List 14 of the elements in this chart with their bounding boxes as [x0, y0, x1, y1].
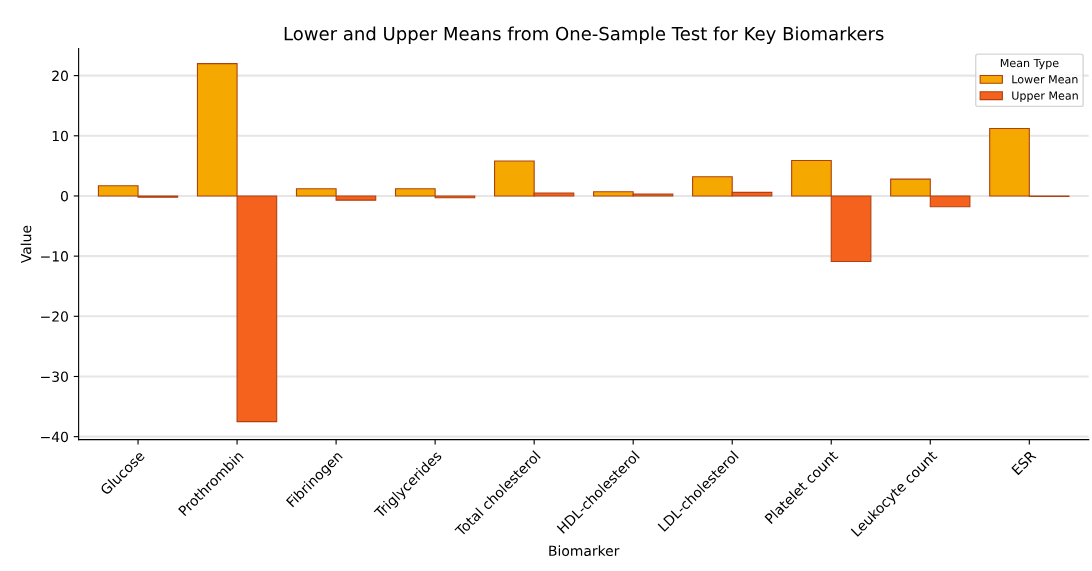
y-tick-label: −30	[41, 371, 68, 382]
x-tick-label: ESR	[1011, 449, 1037, 476]
y-tick-label: 20	[52, 70, 68, 82]
legend-title: Mean Type	[1000, 58, 1059, 70]
legend-label: Upper Mean	[1012, 91, 1078, 102]
y-tick-label: −20	[41, 311, 68, 322]
y-tick-label: −40	[41, 431, 68, 443]
legend-label: Lower Mean	[1012, 75, 1078, 84]
x-axis-title: Biomarker	[549, 545, 620, 557]
chart-title: Lower and Upper Means from One-Sample Test for Key Biomarkers	[284, 26, 884, 44]
y-tick-label: 10	[52, 130, 68, 142]
y-tick-label: 0	[60, 190, 68, 202]
y-axis-title: Value	[20, 225, 32, 264]
y-tick-label: −10	[41, 251, 68, 262]
